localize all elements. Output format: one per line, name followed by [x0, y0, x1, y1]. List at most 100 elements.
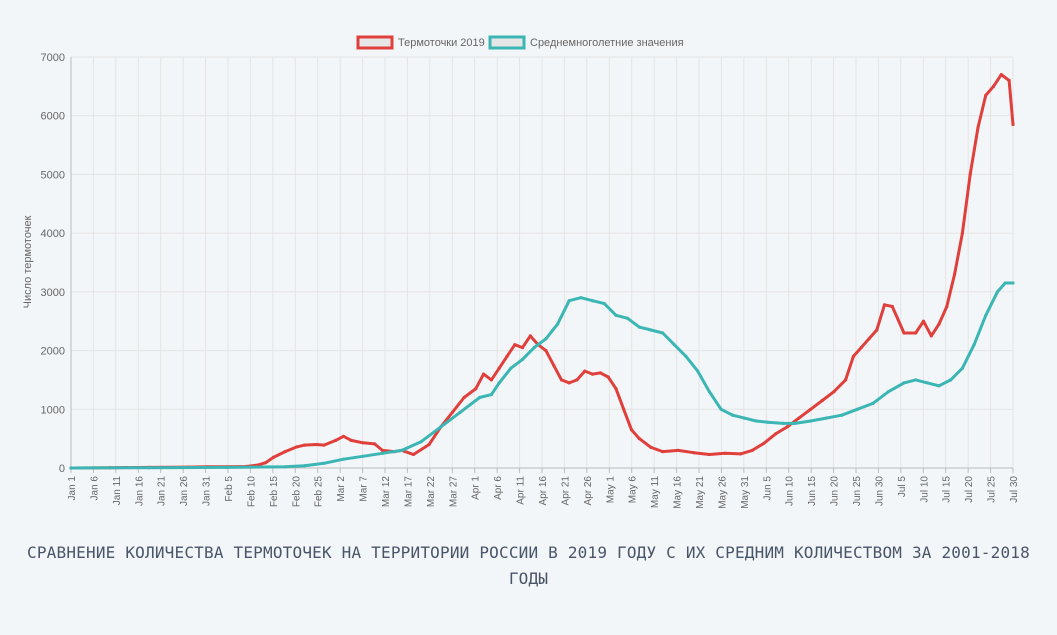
data-point [567, 299, 571, 303]
data-point [707, 452, 712, 457]
data-point [322, 461, 326, 465]
data-point [902, 381, 906, 385]
data-point [762, 441, 766, 445]
x-tick-label: Feb 5 [224, 476, 235, 502]
data-point [295, 445, 299, 449]
data-point [949, 378, 953, 382]
data-point [832, 390, 836, 394]
data-point [528, 334, 532, 338]
x-tick-label: Apr 1 [471, 476, 482, 500]
data-point [692, 451, 696, 455]
x-tick-label: Jul 25 [987, 476, 998, 503]
y-tick-label: 3000 [41, 287, 65, 299]
x-tick-label: Jan 6 [89, 476, 100, 501]
x-tick-label: May 31 [740, 476, 751, 509]
x-tick-label: Jul 5 [897, 476, 908, 498]
data-point [147, 466, 151, 470]
data-point [513, 343, 517, 347]
data-point [929, 334, 933, 338]
y-tick-labels: 0 1000 2000 3000 4000 5000 6000 7000 [41, 52, 65, 475]
data-point [914, 331, 918, 335]
x-tick-label: Jul 20 [964, 476, 975, 503]
legend[interactable]: Термоточки 2019 Среднемноголетние значени… [356, 35, 684, 50]
data-point [606, 375, 610, 379]
x-tick-label: Mar 12 [381, 476, 392, 508]
data-point [649, 445, 653, 449]
data-point [602, 302, 606, 306]
x-tick-label: Feb 10 [246, 476, 257, 508]
data-point [400, 448, 404, 452]
data-point [614, 313, 618, 317]
legend-item-1[interactable]: Термоточки 2019 [356, 35, 485, 50]
x-tick-labels: Jan 1 Jan 6 Jan 11 Jan 16 Jan 21 Jan 26 Jan 31… [67, 476, 1020, 509]
data-point [882, 303, 887, 307]
data-point [462, 395, 466, 400]
data-point [785, 425, 789, 429]
data-point [283, 465, 287, 469]
data-point [373, 442, 377, 446]
y-tick-label: 1000 [41, 404, 65, 416]
data-point [303, 464, 307, 468]
x-tick-label: Jan 31 [202, 476, 213, 506]
data-point [505, 354, 509, 358]
x-tick-label: Mar 7 [359, 476, 370, 502]
x-tick-label: May 26 [717, 476, 728, 509]
x-tick-label: Mar 27 [448, 476, 459, 508]
data-point [411, 452, 416, 457]
data-point [742, 416, 747, 420]
data-point [809, 407, 813, 411]
data-point [719, 407, 723, 411]
x-tick-label: Jun 20 [830, 476, 841, 506]
x-tick-label: Feb 20 [291, 476, 302, 508]
data-point [583, 369, 587, 373]
y-axis-label: Число термоточек [22, 215, 34, 308]
data-point [637, 437, 641, 441]
x-tick-label: Jun 5 [762, 476, 773, 501]
data-point [264, 461, 268, 465]
data-point [937, 384, 941, 388]
data-point [559, 378, 564, 382]
data-point [851, 354, 856, 358]
data-point [532, 346, 536, 350]
y-tick-label: 0 [59, 463, 65, 475]
data-point [731, 413, 735, 417]
data-point [567, 381, 571, 385]
data-point [552, 363, 556, 367]
x-tick-label: Jul 15 [942, 476, 953, 503]
data-point [637, 325, 641, 329]
data-point [984, 93, 988, 97]
data-point [921, 319, 926, 323]
data-point [626, 316, 630, 320]
x-tick-label: Jun 10 [785, 476, 796, 506]
x-tick-label: Jan 1 [67, 476, 78, 501]
data-point [738, 452, 743, 456]
data-point [672, 343, 676, 347]
data-point [661, 450, 665, 454]
x-tick-label: Jun 15 [807, 476, 818, 506]
data-point [520, 357, 525, 361]
x-tick-label: Jun 25 [852, 476, 863, 506]
x-tick-label: May 1 [605, 476, 616, 504]
data-point [859, 346, 863, 350]
data-point [976, 125, 980, 130]
x-tick-label: Mar 2 [336, 476, 347, 502]
data-point [902, 331, 906, 335]
x-tick-label: Mar 17 [403, 476, 414, 508]
data-point [497, 381, 501, 385]
series-line [69, 281, 1015, 470]
legend-item-2[interactable]: Среднемноголетние значения [488, 35, 684, 50]
data-point [999, 73, 1003, 77]
data-point [361, 441, 365, 445]
data-point [303, 443, 307, 447]
data-point [649, 328, 653, 332]
x-tick-label: Apr 21 [560, 476, 571, 506]
data-point [824, 416, 828, 420]
x-tick-label: Jun 30 [874, 476, 885, 506]
fire-hotspots-line-chart: 0 1000 2000 3000 4000 5000 6000 7000 Jan 1 Jan 6… [22, 35, 1020, 509]
y-tick-label: 5000 [41, 169, 65, 181]
data-point [575, 378, 579, 382]
data-point [840, 413, 844, 417]
data-point [439, 425, 443, 429]
data-point [283, 450, 287, 454]
x-tick-label: May 16 [673, 476, 684, 509]
